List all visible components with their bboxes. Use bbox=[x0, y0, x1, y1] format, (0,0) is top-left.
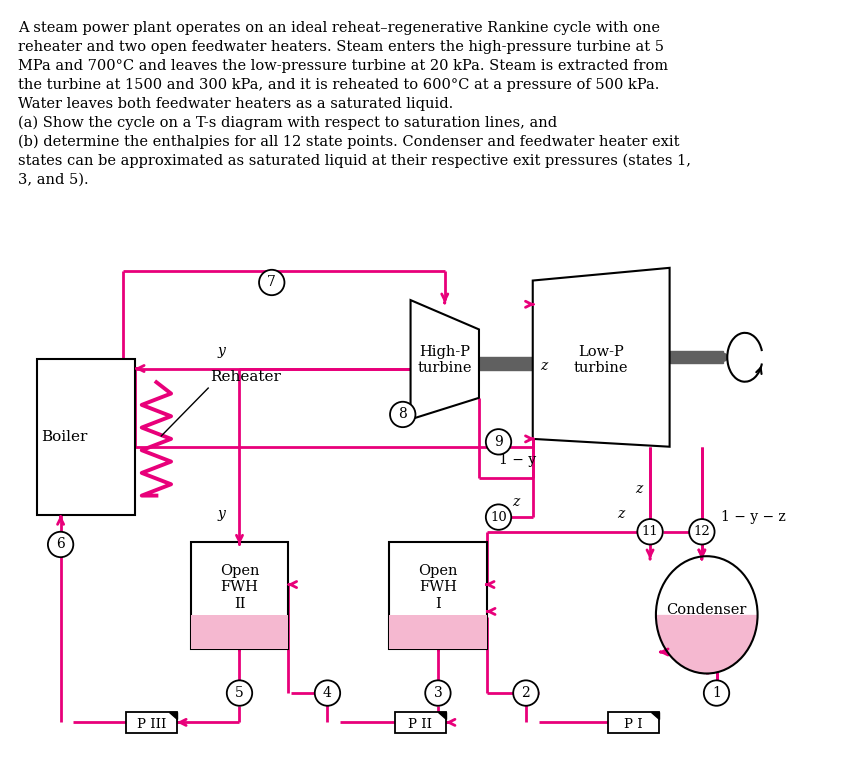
Bar bbox=[191, 615, 289, 649]
Text: P II: P II bbox=[409, 718, 432, 731]
Polygon shape bbox=[438, 712, 446, 719]
Text: 8: 8 bbox=[398, 407, 407, 421]
Text: 1 − y: 1 − y bbox=[499, 454, 536, 468]
Circle shape bbox=[638, 519, 663, 544]
Text: y: y bbox=[218, 508, 226, 521]
Bar bbox=[389, 542, 486, 649]
Text: 7: 7 bbox=[267, 275, 276, 289]
Circle shape bbox=[314, 680, 340, 706]
Circle shape bbox=[513, 680, 538, 706]
Text: z: z bbox=[541, 359, 548, 373]
Polygon shape bbox=[651, 712, 659, 719]
Circle shape bbox=[226, 680, 252, 706]
Text: states can be approximated as saturated liquid at their respective exit pressure: states can be approximated as saturated … bbox=[17, 154, 690, 168]
Circle shape bbox=[48, 532, 73, 558]
Bar bbox=[389, 615, 486, 649]
Circle shape bbox=[259, 270, 284, 295]
Text: 6: 6 bbox=[56, 537, 65, 551]
Circle shape bbox=[425, 680, 451, 706]
Bar bbox=[37, 359, 135, 515]
Text: 12: 12 bbox=[694, 526, 710, 538]
Text: 2: 2 bbox=[522, 686, 530, 700]
Text: reheater and two open feedwater heaters. Steam enters the high-pressure turbine : reheater and two open feedwater heaters.… bbox=[17, 40, 664, 54]
Text: 11: 11 bbox=[642, 526, 658, 538]
Text: the turbine at 1500 and 300 kPa, and it is reheated to 600°C at a pressure of 50: the turbine at 1500 and 300 kPa, and it … bbox=[17, 77, 659, 91]
Circle shape bbox=[390, 402, 416, 427]
Polygon shape bbox=[656, 615, 758, 673]
Text: Condenser: Condenser bbox=[666, 603, 747, 617]
Text: z: z bbox=[617, 508, 625, 521]
Text: MPa and 700°C and leaves the low-pressure turbine at 20 kPa. Steam is extracted : MPa and 700°C and leaves the low-pressur… bbox=[17, 59, 668, 73]
Polygon shape bbox=[410, 300, 479, 419]
Text: y: y bbox=[218, 344, 226, 358]
Circle shape bbox=[486, 429, 511, 454]
Circle shape bbox=[720, 353, 727, 361]
Text: High-P
turbine: High-P turbine bbox=[417, 345, 472, 375]
Text: (a) Show the cycle on a T-s diagram with respect to saturation lines, and: (a) Show the cycle on a T-s diagram with… bbox=[17, 116, 556, 131]
Text: P I: P I bbox=[624, 718, 643, 731]
Text: 3: 3 bbox=[434, 686, 442, 700]
Text: Water leaves both feedwater heaters as a saturated liquid.: Water leaves both feedwater heaters as a… bbox=[17, 97, 453, 111]
Text: A steam power plant operates on an ideal reheat–regenerative Rankine cycle with : A steam power plant operates on an ideal… bbox=[17, 20, 659, 34]
Bar bbox=[126, 712, 177, 734]
Text: Reheater: Reheater bbox=[210, 371, 281, 385]
Circle shape bbox=[486, 504, 511, 530]
Text: Boiler: Boiler bbox=[41, 430, 88, 444]
Text: 4: 4 bbox=[323, 686, 332, 700]
Bar bbox=[479, 357, 533, 371]
Text: 1: 1 bbox=[712, 686, 721, 700]
Text: 5: 5 bbox=[235, 686, 244, 700]
Text: z: z bbox=[512, 496, 520, 509]
Text: 1 − y − z: 1 − y − z bbox=[721, 510, 786, 524]
Text: Open
FWH
II: Open FWH II bbox=[219, 565, 259, 611]
Text: Low-P
turbine: Low-P turbine bbox=[574, 345, 628, 375]
Text: 10: 10 bbox=[490, 511, 507, 524]
Text: (b) determine the enthalpies for all 12 state points. Condenser and feedwater he: (b) determine the enthalpies for all 12 … bbox=[17, 135, 679, 149]
Text: Open
FWH
I: Open FWH I bbox=[418, 565, 458, 611]
Text: z: z bbox=[635, 482, 642, 497]
Text: P III: P III bbox=[137, 718, 166, 731]
Bar bbox=[608, 712, 659, 734]
Bar bbox=[670, 351, 723, 363]
Bar bbox=[191, 542, 289, 649]
Circle shape bbox=[704, 680, 729, 706]
Text: 3, and 5).: 3, and 5). bbox=[17, 173, 88, 187]
Polygon shape bbox=[533, 267, 670, 447]
Circle shape bbox=[689, 519, 715, 544]
Text: 9: 9 bbox=[494, 435, 503, 449]
Polygon shape bbox=[169, 712, 177, 719]
Bar bbox=[395, 712, 446, 734]
